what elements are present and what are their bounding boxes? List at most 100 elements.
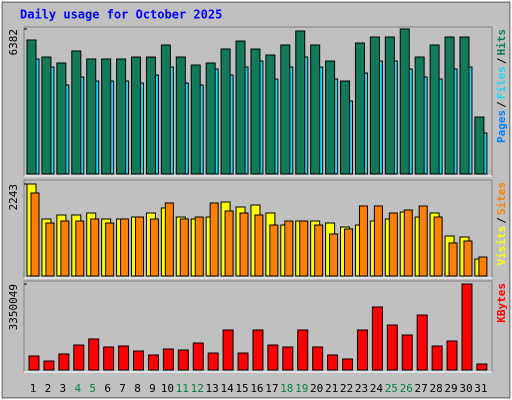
chart-title: Daily usage for October 2025 — [20, 8, 222, 22]
bar — [463, 240, 473, 277]
legend: Pages/Files/Hits — [495, 29, 508, 143]
bar — [461, 283, 473, 371]
bar — [282, 346, 294, 371]
bar — [250, 48, 261, 175]
legend: KBytes — [495, 283, 508, 323]
x-tick-label: 1 — [30, 382, 37, 395]
bar — [160, 44, 171, 175]
bar — [401, 334, 413, 371]
x-tick-label: 14 — [220, 382, 234, 395]
bar — [118, 345, 130, 371]
bar — [416, 314, 428, 371]
bar — [344, 228, 354, 277]
bar — [45, 222, 55, 277]
x-tick-label: 26 — [400, 382, 413, 395]
bar — [177, 349, 189, 371]
bar — [43, 360, 55, 371]
x-tick-label: 6 — [104, 382, 111, 395]
bar — [325, 60, 336, 175]
bar — [431, 345, 443, 371]
x-tick-label: 12 — [191, 382, 204, 395]
bar — [433, 216, 443, 277]
bar — [190, 64, 201, 175]
x-tick-label: 10 — [161, 382, 174, 395]
bar — [478, 256, 488, 277]
bar — [131, 56, 142, 175]
bar — [207, 352, 219, 371]
x-tick-label: 2 — [45, 382, 52, 395]
bar — [386, 324, 398, 371]
bar — [145, 56, 156, 175]
x-tick-label: 28 — [429, 382, 442, 395]
bar — [459, 36, 470, 175]
x-tick-label: 29 — [444, 382, 457, 395]
bar — [299, 220, 309, 277]
bar — [418, 205, 428, 277]
x-tick-label: 13 — [206, 382, 219, 395]
bar — [26, 39, 37, 175]
x-tick-label: 31 — [474, 382, 487, 395]
legend-entry: Pages — [495, 110, 508, 143]
bar — [295, 30, 306, 175]
bar — [329, 233, 339, 277]
bar — [399, 28, 410, 175]
bar — [297, 329, 309, 371]
bar — [116, 58, 127, 175]
bar — [414, 56, 425, 175]
bar — [239, 212, 249, 277]
bar — [205, 62, 216, 175]
bar — [133, 350, 145, 371]
bar — [73, 344, 85, 371]
bar — [373, 205, 383, 277]
bar — [476, 363, 488, 371]
bar — [71, 50, 82, 175]
bar — [369, 36, 380, 175]
bar — [164, 202, 174, 277]
bar — [147, 354, 159, 371]
bar — [224, 210, 234, 277]
bar — [179, 218, 189, 277]
bar — [280, 44, 291, 175]
bar — [86, 58, 97, 175]
bar — [265, 54, 276, 175]
x-tick-label: 15 — [235, 382, 248, 395]
x-tick-label: 27 — [415, 382, 428, 395]
bar — [194, 216, 204, 277]
bar — [429, 44, 440, 175]
bar — [222, 329, 234, 371]
x-tick-label: 18 — [280, 382, 293, 395]
bar — [254, 214, 264, 277]
legend-separator: / — [495, 57, 508, 64]
y-tick-label: 3350049 — [7, 284, 20, 330]
bar — [162, 348, 174, 371]
bar — [267, 344, 279, 371]
x-tick-label: 4 — [74, 382, 81, 395]
bar — [175, 56, 186, 175]
x-tick-label: 11 — [176, 382, 189, 395]
x-tick-label: 17 — [265, 382, 278, 395]
bar — [30, 192, 40, 277]
bar — [101, 58, 112, 175]
x-tick-label: 7 — [119, 382, 126, 395]
x-tick-label: 21 — [325, 382, 338, 395]
legend-entry: Sites — [495, 182, 508, 215]
legend-entry: KBytes — [495, 283, 508, 323]
x-tick-label: 3 — [60, 382, 67, 395]
bar — [105, 222, 115, 277]
bar — [88, 338, 100, 371]
bar — [237, 352, 249, 371]
bar — [220, 48, 231, 175]
bar — [209, 202, 219, 277]
bar — [60, 220, 70, 277]
bar — [384, 36, 395, 175]
x-tick-label: 19 — [295, 382, 308, 395]
bar — [403, 209, 413, 277]
x-tick-label: 30 — [459, 382, 472, 395]
bar — [192, 342, 204, 371]
bar — [446, 340, 458, 371]
x-tick-label: 24 — [370, 382, 384, 395]
x-tick-label: 5 — [89, 382, 96, 395]
x-tick-label: 9 — [149, 382, 156, 395]
bar — [103, 346, 115, 371]
